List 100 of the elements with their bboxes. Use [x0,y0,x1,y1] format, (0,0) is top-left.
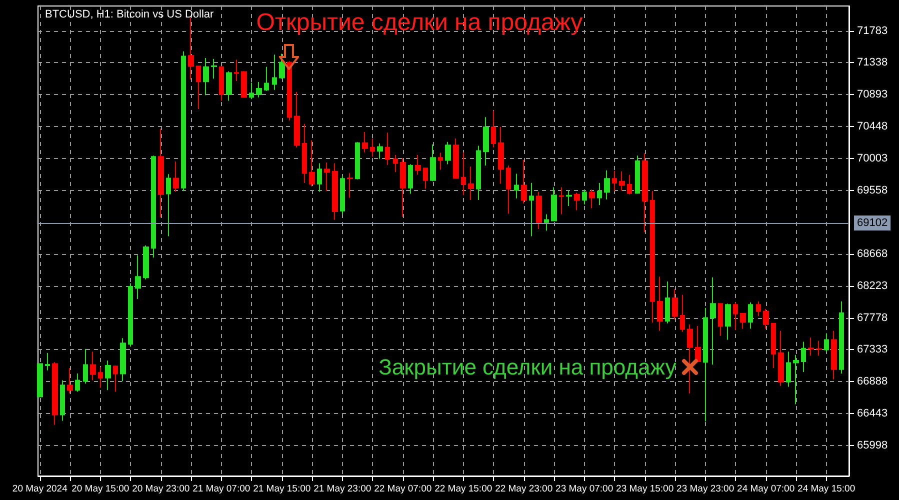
candlestick [60,380,65,422]
candlestick [219,66,224,102]
candlestick [188,17,194,80]
annotation: Закрытие сделки на продажу [378,354,676,380]
candlestick [597,182,602,206]
candlestick [680,294,685,332]
candlestick [529,182,534,237]
candlestick [808,337,814,356]
y-tick-label: 71338 [857,56,888,69]
candlestick [672,288,678,320]
candlestick [128,282,133,348]
candlestick [67,368,73,394]
candlestick [453,138,459,180]
candlestick [589,188,595,209]
candlestick [445,141,451,165]
candlestick [763,308,769,330]
candlestick [317,162,322,192]
x-tick-label: 22 May 07:00 [374,484,432,494]
candlestick [415,154,421,176]
candlestick [166,174,171,237]
candlestick [143,244,149,280]
candlestick [461,152,466,196]
candlestick [703,307,708,422]
candlestick [657,276,663,332]
y-tick-label: 66888 [857,376,888,388]
candlestick [173,161,179,192]
candlestick [196,66,201,110]
candlestick [98,366,103,388]
candlestick [574,192,580,211]
candlestick [710,276,716,365]
candlestick [831,330,837,380]
x-tick-label: 23 May 15:00 [616,484,674,494]
x-tick-label: 24 May 15:00 [798,484,856,494]
candlestick [294,91,300,148]
candlestick [264,66,269,92]
candlestick [347,172,353,198]
candlestick [211,58,217,80]
candlestick [778,330,784,386]
candlestick [566,190,572,206]
y-tick-label: 70003 [857,152,888,164]
annotation: Открытие сделки на продажу [256,8,583,36]
candlestick [816,340,822,356]
candlestick [642,152,648,233]
y-tick-label: 70448 [857,120,888,133]
candlestick [635,155,640,194]
candlestick [423,168,428,190]
candlestick [786,351,791,388]
y-tick-label: 70893 [857,88,888,101]
candlestick [483,116,489,166]
chart-title: BTCUSD, H1: Bitcoin vs US Dollar [45,8,214,20]
candlestick [498,126,504,184]
x-tick-label: 23 May 07:00 [556,484,614,494]
candlestick [687,324,693,394]
candlestick [370,138,375,158]
candlestick [551,186,557,222]
candlestick [75,373,80,392]
candlestick [491,110,496,148]
candlestick [272,54,277,90]
y-tick-label: 71783 [857,24,888,37]
candlestick [362,131,368,153]
x-tick-label: 21 May 23:00 [314,484,372,494]
x-tick-label: 22 May 15:00 [434,484,492,494]
candlestick [468,166,474,201]
y-tick-label: 67333 [857,344,888,356]
candlestick [45,352,50,371]
x-tick-label: 21 May 07:00 [192,484,250,494]
candlestick [377,142,383,160]
x-tick-label: 23 May 23:00 [676,484,734,494]
candlestick [135,254,141,300]
candlestick [839,300,844,374]
candlestick [302,123,307,184]
candlestick [385,132,390,166]
candlestick [340,174,345,215]
x-tick-label: 20 May 2024 [12,484,68,494]
candlestick [256,81,262,98]
candlestick [105,360,111,391]
candlestick [324,162,330,192]
candlestick [120,338,126,382]
candlestick [506,164,511,214]
candlestick [612,170,617,192]
candlestick [619,170,625,191]
candlestick [725,303,731,340]
y-tick-label: 68223 [857,280,888,292]
candlestick [83,348,88,384]
candlestick [476,145,481,201]
ref-line-label: 69102 [857,216,888,229]
candlestick [90,351,96,381]
candlestick [438,152,443,170]
candlestick [695,325,701,363]
candlestick [650,190,655,324]
candlestick [408,164,413,194]
candlestick [37,363,43,398]
candlestick [355,142,360,180]
candlestick [234,59,239,82]
candlestick [52,362,58,426]
candlestick [771,322,776,369]
candlestick [604,170,610,200]
candlestick [733,302,738,330]
candlestick [536,191,542,230]
candlestick [287,60,292,121]
